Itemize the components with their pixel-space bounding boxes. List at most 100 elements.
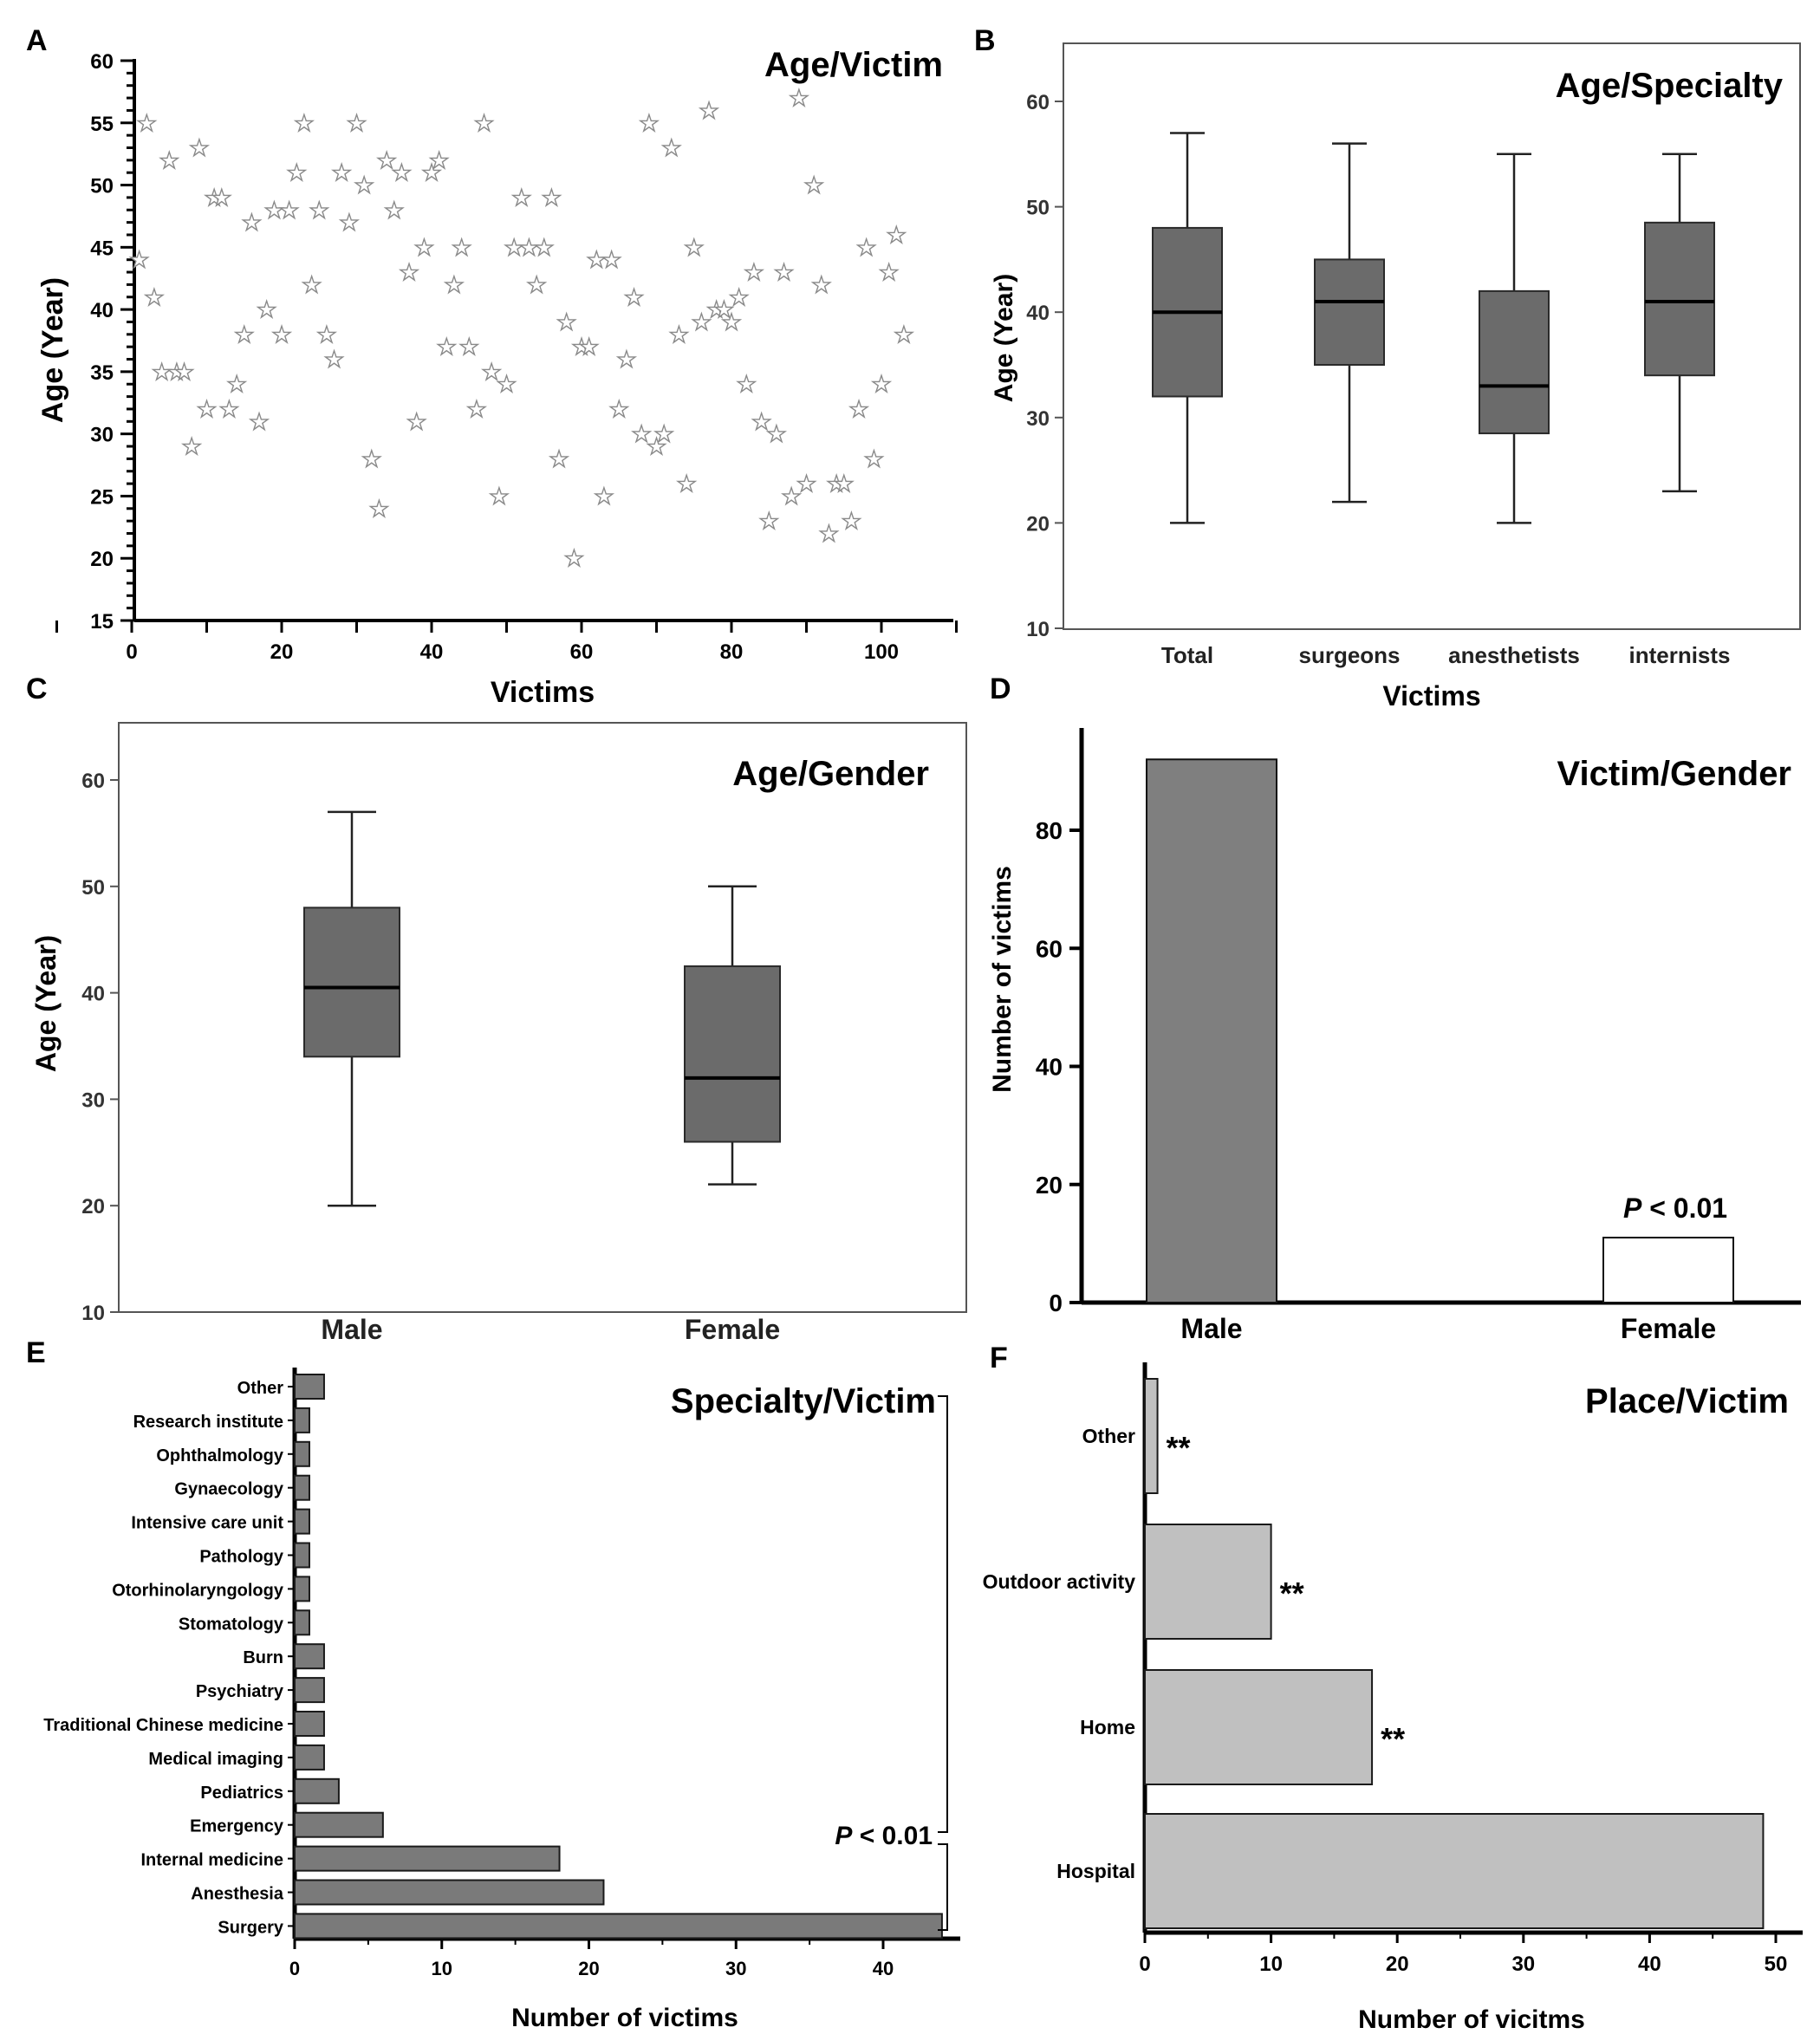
y-tick-label-d: 0 bbox=[1049, 1290, 1063, 1316]
chart-title-c: Age/Gender bbox=[732, 755, 929, 793]
data-point: ★ bbox=[339, 210, 359, 236]
panel-b: B Age/Specialty Victims Age (Year) 10 20 3… bbox=[974, 24, 1801, 712]
data-point: ★ bbox=[257, 296, 276, 322]
x-tick-label-a: 40 bbox=[420, 640, 444, 664]
data-point: ★ bbox=[587, 247, 607, 273]
data-point: ★ bbox=[624, 284, 644, 310]
data-point: ★ bbox=[166, 359, 186, 385]
category-label-e: Anesthesia bbox=[191, 1885, 284, 1904]
bar bbox=[1146, 758, 1277, 1303]
category-label-e: Ophthalmology bbox=[156, 1446, 284, 1465]
data-point: ★ bbox=[864, 445, 884, 471]
data-point: ★ bbox=[197, 396, 217, 422]
data-point: ★ bbox=[894, 322, 913, 348]
data-point: ★ bbox=[392, 159, 412, 185]
data-point: ★ bbox=[152, 359, 172, 385]
data-point: ★ bbox=[879, 259, 899, 285]
data-point: ★ bbox=[737, 371, 757, 397]
data-point: ★ bbox=[226, 371, 246, 397]
data-point: ★ bbox=[324, 347, 344, 373]
data-point: ★ bbox=[489, 483, 509, 509]
data-point: ★ bbox=[302, 271, 322, 297]
p-value-annotation-e: P < 0.01 bbox=[835, 1822, 933, 1850]
bar bbox=[294, 1643, 325, 1670]
x-tick-label-a: 20 bbox=[270, 640, 294, 664]
data-point: ★ bbox=[414, 234, 434, 260]
significance-marker: ** bbox=[1280, 1576, 1304, 1611]
panel-letter-e: E bbox=[26, 1336, 46, 1369]
data-point: ★ bbox=[856, 234, 876, 260]
data-point: ★ bbox=[632, 421, 652, 447]
y-tick-label-a: 15 bbox=[90, 610, 114, 634]
chart-title-b: Age/Specialty bbox=[1556, 67, 1784, 105]
data-point: ★ bbox=[714, 296, 734, 322]
bar bbox=[294, 1879, 605, 1906]
x-tick-label-e: 20 bbox=[578, 1958, 599, 1979]
data-point: ★ bbox=[729, 284, 749, 310]
bar bbox=[294, 1744, 325, 1771]
panel-e: E Specialty/Victim Number of victims 0 10… bbox=[26, 1336, 960, 2032]
data-point: ★ bbox=[361, 445, 381, 471]
category-label-e: Pediatrics bbox=[200, 1784, 283, 1803]
data-point: ★ bbox=[287, 159, 307, 185]
box bbox=[1314, 258, 1385, 366]
y-tick-label-c: 40 bbox=[81, 983, 105, 1006]
bar bbox=[294, 1542, 310, 1569]
data-point: ★ bbox=[444, 271, 464, 297]
category-label-e: Stomatology bbox=[179, 1615, 284, 1634]
data-point: ★ bbox=[174, 359, 194, 385]
category-label-f: Outdoor activity bbox=[983, 1570, 1136, 1593]
bar bbox=[294, 1407, 310, 1433]
category-label-f: Home bbox=[1080, 1716, 1135, 1738]
category-label-e: Pathology bbox=[199, 1548, 284, 1567]
x-tick-label-a: 60 bbox=[570, 640, 594, 664]
significance-marker: ** bbox=[1167, 1430, 1191, 1465]
data-point: ★ bbox=[789, 85, 809, 111]
axes-c: 10 20 30 40 50 60 Male Female bbox=[81, 770, 780, 1345]
data-point: ★ bbox=[234, 322, 254, 348]
y-tick-label-a: 45 bbox=[90, 237, 114, 260]
data-point: ★ bbox=[369, 496, 389, 522]
data-point: ★ bbox=[144, 284, 164, 310]
x-tick-label-e: 0 bbox=[289, 1958, 300, 1979]
bars-d: P < 0.01 bbox=[1146, 758, 1734, 1303]
y-axis-label-b: Age (Year) bbox=[990, 274, 1018, 402]
data-point: ★ bbox=[526, 271, 546, 297]
data-point: ★ bbox=[542, 185, 562, 211]
data-point: ★ bbox=[511, 185, 531, 211]
data-point: ★ bbox=[549, 445, 569, 471]
boxes-b bbox=[1152, 132, 1715, 524]
data-point: ★ bbox=[706, 296, 726, 322]
category-label-e: Traditional Chinese medicine bbox=[43, 1716, 283, 1735]
data-point: ★ bbox=[279, 197, 299, 223]
category-label-c: Male bbox=[321, 1314, 382, 1345]
y-tick-label-b: 50 bbox=[1026, 197, 1050, 220]
category-label-e: Intensive care unit bbox=[131, 1514, 283, 1533]
y-axis-label-a: Age (Year) bbox=[36, 277, 69, 423]
category-label-e: Otorhinolaryngology bbox=[112, 1581, 284, 1600]
significance-bracket-upper bbox=[938, 1395, 948, 1833]
data-point: ★ bbox=[182, 433, 202, 459]
panel-letter-b: B bbox=[974, 24, 996, 57]
x-tick-label-f: 20 bbox=[1386, 1953, 1409, 1976]
data-point: ★ bbox=[639, 110, 659, 136]
x-tick-label-f: 50 bbox=[1765, 1953, 1788, 1976]
plot-frame-b bbox=[1063, 42, 1801, 630]
panel-c: C Age/Gender Age (Year) 10 20 30 40 50 60 Male… bbox=[26, 673, 967, 1345]
data-point: ★ bbox=[482, 359, 502, 385]
panel-f: F Place/Victim Number of vicitms 0 10 20 30… bbox=[983, 1342, 1803, 2034]
boxes-c bbox=[303, 810, 781, 1207]
data-point: ★ bbox=[264, 197, 284, 223]
data-point: ★ bbox=[376, 147, 396, 173]
chart-title-f: Place/Victim bbox=[1585, 1382, 1789, 1420]
plot-frame-c bbox=[118, 722, 967, 1313]
y-tick-label-c: 20 bbox=[81, 1195, 105, 1218]
data-point: ★ bbox=[294, 110, 314, 136]
data-point: ★ bbox=[347, 110, 367, 136]
bar bbox=[294, 1845, 561, 1872]
data-point: ★ bbox=[803, 172, 823, 198]
data-point: ★ bbox=[429, 147, 449, 173]
data-point: ★ bbox=[564, 545, 584, 571]
box bbox=[684, 965, 781, 1143]
category-label-d: Male bbox=[1180, 1313, 1242, 1344]
